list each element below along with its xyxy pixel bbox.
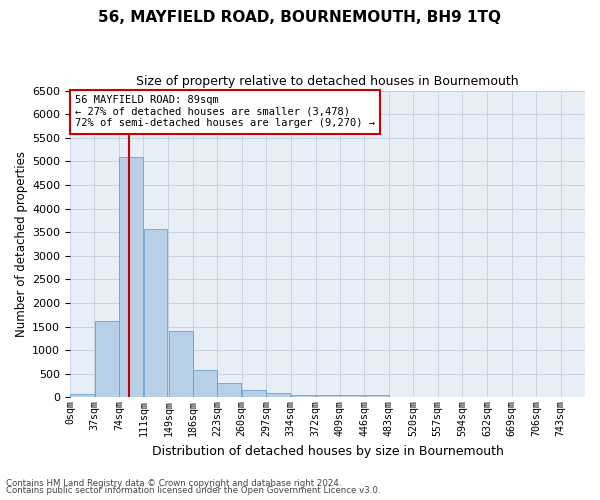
Text: Contains HM Land Registry data © Crown copyright and database right 2024.: Contains HM Land Registry data © Crown c…	[6, 478, 341, 488]
Bar	[70, 394, 94, 398]
Bar	[316, 395, 340, 398]
Bar	[143, 229, 167, 398]
Bar	[95, 321, 119, 398]
Bar	[291, 395, 315, 398]
Text: 56, MAYFIELD ROAD, BOURNEMOUTH, BH9 1TQ: 56, MAYFIELD ROAD, BOURNEMOUTH, BH9 1TQ	[98, 10, 502, 25]
Bar	[193, 370, 217, 398]
Text: Contains public sector information licensed under the Open Government Licence v3: Contains public sector information licen…	[6, 486, 380, 495]
Bar	[365, 394, 389, 398]
Title: Size of property relative to detached houses in Bournemouth: Size of property relative to detached ho…	[136, 75, 519, 88]
Bar	[217, 383, 241, 398]
X-axis label: Distribution of detached houses by size in Bournemouth: Distribution of detached houses by size …	[152, 444, 503, 458]
Bar	[340, 394, 364, 398]
Text: 56 MAYFIELD ROAD: 89sqm
← 27% of detached houses are smaller (3,478)
72% of semi: 56 MAYFIELD ROAD: 89sqm ← 27% of detache…	[75, 95, 375, 128]
Y-axis label: Number of detached properties: Number of detached properties	[15, 151, 28, 337]
Bar	[119, 156, 143, 398]
Bar	[169, 332, 193, 398]
Bar	[242, 390, 266, 398]
Bar	[266, 393, 290, 398]
